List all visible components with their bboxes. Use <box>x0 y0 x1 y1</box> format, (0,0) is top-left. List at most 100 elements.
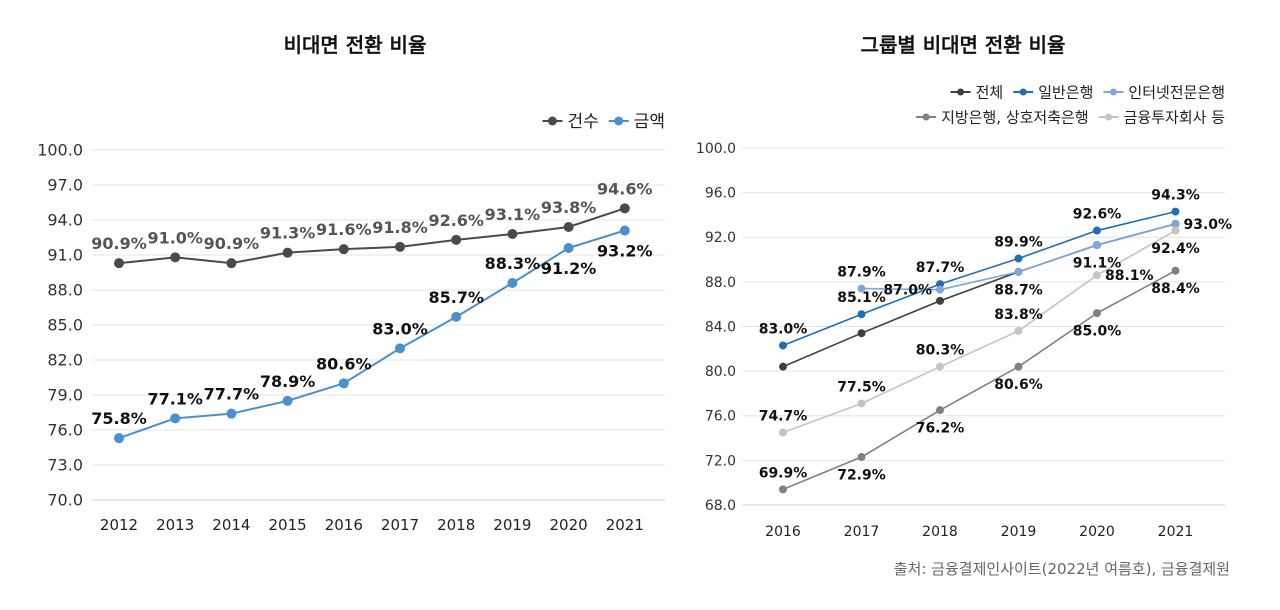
data-label: 91.2% <box>541 259 597 278</box>
data-point <box>282 395 293 406</box>
data-label: 75.8% <box>91 409 147 428</box>
data-label: 92.6% <box>1073 207 1122 223</box>
data-label: 80.3% <box>916 343 965 359</box>
data-label: 88.1% <box>1105 268 1154 284</box>
y-tick-label: 84.0 <box>705 319 736 335</box>
x-tick-label: 2015 <box>269 516 307 534</box>
y-tick-label: 72.0 <box>705 453 736 469</box>
data-point <box>563 222 574 232</box>
x-tick-label: 2018 <box>922 524 958 540</box>
x-tick-label: 2013 <box>156 516 194 534</box>
legend-marker <box>922 113 930 121</box>
legend-label: 지방은행, 상호저축은행 <box>941 108 1089 126</box>
data-point <box>936 406 944 415</box>
series-line <box>782 210 1176 347</box>
x-tick-label: 2014 <box>212 516 250 534</box>
data-point <box>779 485 787 494</box>
data-label: 80.6% <box>316 354 372 373</box>
y-tick-label: 79.0 <box>47 386 83 405</box>
data-label: 90.9% <box>204 234 260 253</box>
data-point <box>1014 254 1023 263</box>
y-tick-label: 76.0 <box>47 421 83 440</box>
series-line <box>782 229 1176 434</box>
data-point <box>226 258 237 269</box>
data-point <box>857 399 866 408</box>
data-point <box>114 433 124 444</box>
y-tick-label: 70.0 <box>47 491 83 510</box>
x-tick-label: 2020 <box>1079 524 1115 540</box>
data-point <box>451 234 462 245</box>
data-label: 85.1% <box>837 290 886 306</box>
data-point <box>1171 266 1180 275</box>
data-point <box>857 284 866 293</box>
x-tick-label: 2018 <box>437 516 475 534</box>
data-label: 87.7% <box>916 260 965 276</box>
y-tick-label: 68.0 <box>705 498 736 514</box>
data-label: 93.0% <box>1184 217 1233 233</box>
y-tick-label: 88.0 <box>47 281 83 300</box>
data-point <box>936 296 944 305</box>
x-tick-label: 2019 <box>1001 524 1037 540</box>
data-label: 94.3% <box>1151 188 1200 204</box>
data-point <box>563 243 574 253</box>
data-point <box>1093 226 1101 235</box>
series-line <box>118 229 626 440</box>
data-point <box>507 278 518 288</box>
data-point <box>1014 362 1023 371</box>
source-note: 출처: 금융결제인사이트(2022년 여름호), 금융결제원 <box>893 560 1230 578</box>
data-label: 83.8% <box>994 307 1043 323</box>
y-tick-label: 100.0 <box>696 141 736 157</box>
y-tick-label: 92.0 <box>705 230 736 246</box>
legend-marker <box>547 116 557 126</box>
data-point <box>338 244 349 255</box>
data-label: 77.5% <box>837 379 886 395</box>
data-point <box>395 343 405 354</box>
data-label: 74.7% <box>759 408 808 424</box>
data-label: 88.4% <box>1151 281 1200 297</box>
chart-title: 그룹별 비대면 전환 비율 <box>861 33 1066 57</box>
x-tick-label: 2016 <box>765 524 801 540</box>
data-point <box>338 378 349 389</box>
data-label: 77.7% <box>204 385 260 404</box>
data-label: 93.2% <box>597 242 653 261</box>
data-label: 89.9% <box>994 234 1043 250</box>
legend-label: 인터넷전문은행 <box>1128 83 1225 101</box>
legend-marker <box>1105 113 1113 121</box>
data-label: 91.0% <box>147 228 203 247</box>
data-point <box>114 258 124 269</box>
data-point <box>1093 241 1101 250</box>
data-label: 76.2% <box>916 421 965 437</box>
data-point <box>1093 309 1101 318</box>
legend-label: 금융투자회사 등 <box>1124 108 1226 126</box>
data-point <box>1171 219 1180 228</box>
data-point <box>226 408 237 419</box>
data-label: 85.7% <box>428 288 484 307</box>
y-tick-label: 96.0 <box>705 186 736 202</box>
data-label: 69.9% <box>759 465 808 481</box>
x-tick-label: 2021 <box>606 516 644 534</box>
x-tick-label: 2021 <box>1158 524 1194 540</box>
data-point <box>936 285 944 294</box>
x-tick-label: 2020 <box>550 516 588 534</box>
data-label: 91.3% <box>260 224 316 243</box>
data-point <box>857 453 866 462</box>
data-label: 77.1% <box>147 389 203 408</box>
y-tick-label: 91.0 <box>47 246 83 265</box>
data-point <box>1171 226 1180 235</box>
data-label: 80.6% <box>994 377 1043 393</box>
y-tick-label: 76.0 <box>705 409 736 425</box>
y-tick-label: 73.0 <box>47 456 83 475</box>
data-point <box>1014 267 1023 276</box>
data-point <box>857 329 866 338</box>
data-point <box>779 341 787 350</box>
legend-label: 금액 <box>634 112 665 132</box>
data-label: 88.7% <box>994 282 1043 298</box>
legend-marker <box>614 116 624 126</box>
y-tick-label: 94.0 <box>47 211 83 230</box>
data-label: 90.9% <box>91 234 147 253</box>
legend-label: 일반은행 <box>1038 83 1093 101</box>
data-label: 72.9% <box>837 468 886 484</box>
data-label: 78.9% <box>260 372 316 391</box>
y-tick-label: 88.0 <box>705 275 736 291</box>
